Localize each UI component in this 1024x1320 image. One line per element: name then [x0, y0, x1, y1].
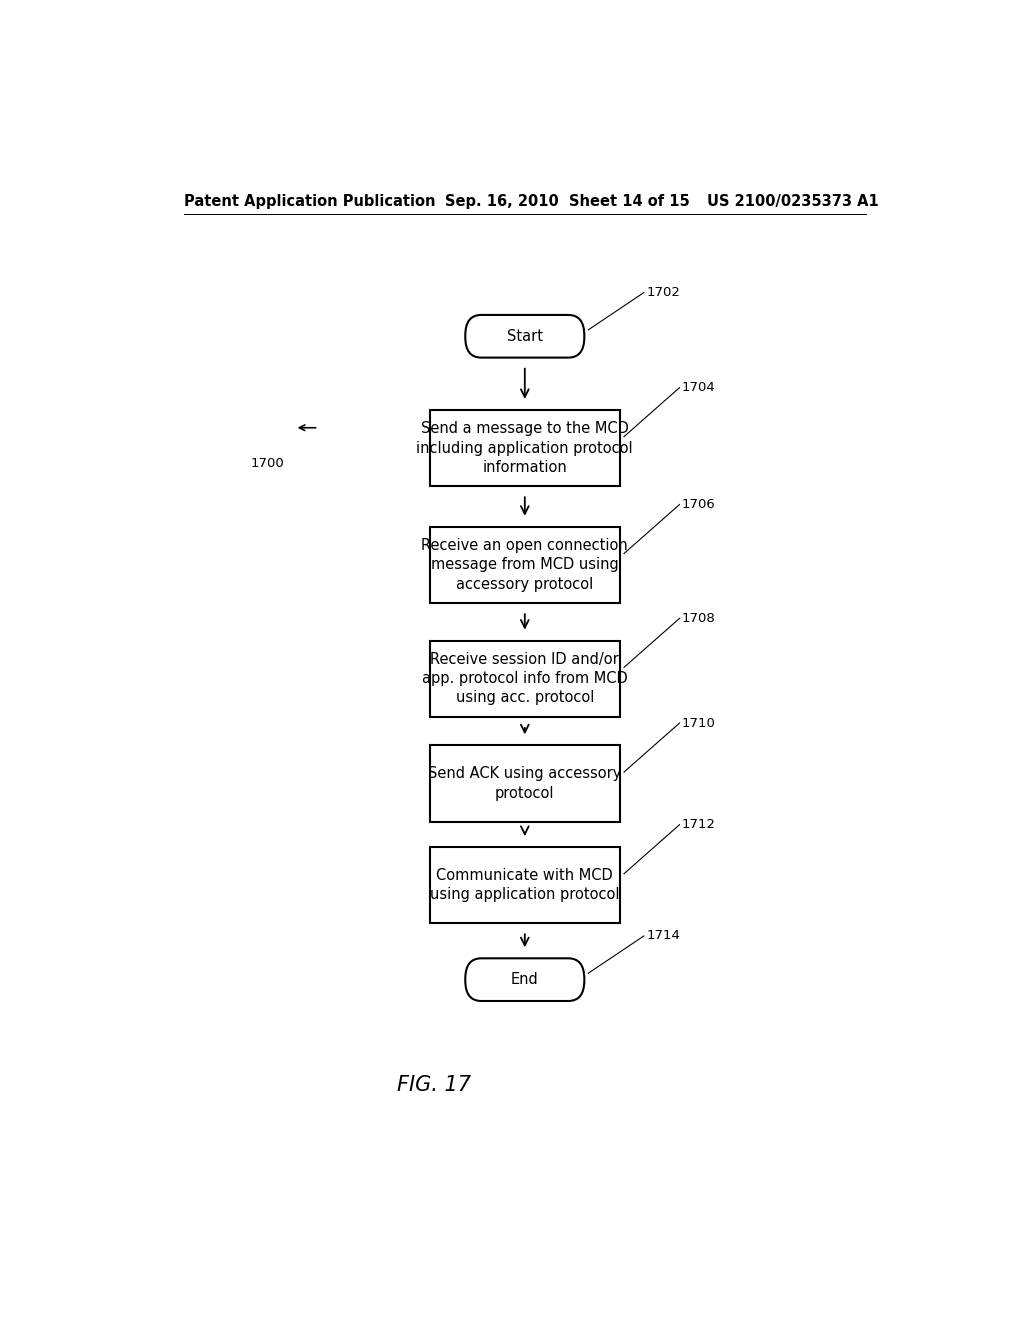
Text: Receive session ID and/or
app. protocol info from MCD
using acc. protocol: Receive session ID and/or app. protocol …: [422, 652, 628, 705]
Text: Start: Start: [507, 329, 543, 343]
Bar: [430, 527, 621, 603]
Text: Patent Application Publication: Patent Application Publication: [183, 194, 435, 209]
FancyBboxPatch shape: [465, 958, 585, 1001]
Text: 1710: 1710: [682, 717, 716, 730]
Text: Communicate with MCD
using application protocol: Communicate with MCD using application p…: [430, 869, 620, 903]
Bar: [430, 640, 621, 717]
Text: 1704: 1704: [682, 381, 716, 395]
Text: Send ACK using accessory
protocol: Send ACK using accessory protocol: [428, 767, 622, 801]
Text: 1702: 1702: [646, 286, 680, 300]
Text: US 2100/0235373 A1: US 2100/0235373 A1: [708, 194, 879, 209]
Text: FIG. 17: FIG. 17: [396, 1076, 471, 1096]
Text: Sep. 16, 2010  Sheet 14 of 15: Sep. 16, 2010 Sheet 14 of 15: [445, 194, 690, 209]
Text: End: End: [511, 972, 539, 987]
Text: 1712: 1712: [682, 818, 716, 832]
Bar: [430, 746, 621, 821]
Bar: [430, 847, 621, 923]
Text: 1700: 1700: [251, 457, 285, 470]
Text: 1706: 1706: [682, 498, 716, 511]
Text: 1708: 1708: [682, 612, 716, 624]
Bar: [430, 411, 621, 486]
Text: 1714: 1714: [646, 929, 680, 942]
FancyBboxPatch shape: [465, 315, 585, 358]
Text: Receive an open connection
message from MCD using
accessory protocol: Receive an open connection message from …: [422, 539, 628, 591]
Text: Send a message to the MCD
including application protocol
information: Send a message to the MCD including appl…: [417, 421, 633, 475]
